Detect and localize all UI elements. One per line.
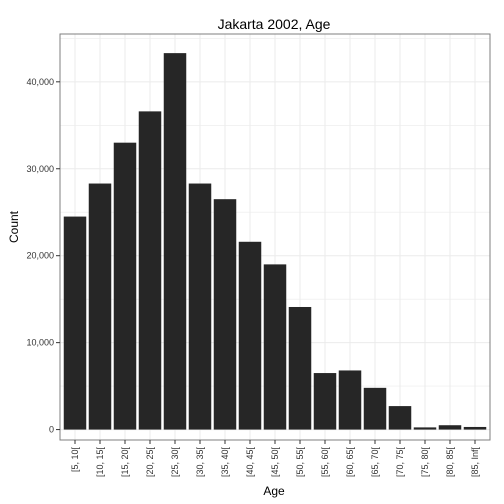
x-tick-label: [5, 10[: [70, 447, 80, 473]
y-axis: 0 10,000 20,000 30,000 40,000: [26, 77, 60, 435]
x-tick-label: [25, 30[: [170, 447, 180, 478]
y-axis-title: Count: [7, 210, 21, 243]
x-axis-title: Age: [263, 484, 285, 498]
x-tick-label: [60, 65[: [345, 447, 355, 478]
x-tick-label: [10, 15[: [95, 447, 105, 478]
x-tick-label: [40, 45[: [245, 447, 255, 478]
x-tick-label: [35, 40[: [220, 447, 230, 478]
bar: [288, 306, 312, 430]
x-tick-label: [55, 60[: [320, 447, 330, 478]
bar: [138, 111, 162, 430]
y-tick-label: 20,000: [26, 251, 54, 261]
bar: [463, 426, 487, 430]
bar: [113, 142, 137, 430]
bar: [213, 199, 237, 430]
x-tick-label: [45, 50[: [270, 447, 280, 478]
x-tick-label: [15, 20[: [120, 447, 130, 478]
bar: [188, 183, 212, 430]
bar: [263, 264, 287, 430]
bar: [163, 53, 187, 430]
bar: [63, 216, 87, 430]
chart-title: Jakarta 2002, Age: [218, 16, 331, 32]
y-tick-label: 0: [49, 425, 54, 435]
bar: [363, 387, 387, 430]
y-tick-label: 10,000: [26, 338, 54, 348]
bar: [238, 241, 262, 430]
bar: [88, 183, 112, 430]
x-tick-label: [85, Inf[: [470, 447, 480, 478]
x-tick-label: [30, 35[: [195, 447, 205, 478]
bar: [388, 406, 412, 430]
y-tick-label: 30,000: [26, 164, 54, 174]
bar: [413, 427, 437, 430]
x-tick-label: [50, 55[: [295, 447, 305, 478]
x-tick-label: [20, 25[: [145, 447, 155, 478]
y-tick-label: 40,000: [26, 77, 54, 87]
bar: [438, 425, 462, 430]
x-tick-label: [75, 80[: [420, 447, 430, 478]
bars: [63, 53, 487, 430]
x-tick-label: [70, 75[: [395, 447, 405, 478]
bar: [313, 373, 337, 430]
x-tick-label: [80, 85[: [445, 447, 455, 478]
bar: [338, 370, 362, 430]
x-tick-label: [65, 70[: [370, 447, 380, 478]
x-axis: [5, 10[ [10, 15[ [15, 20[ [20, 25[ [25, 30[ […: [70, 440, 480, 477]
